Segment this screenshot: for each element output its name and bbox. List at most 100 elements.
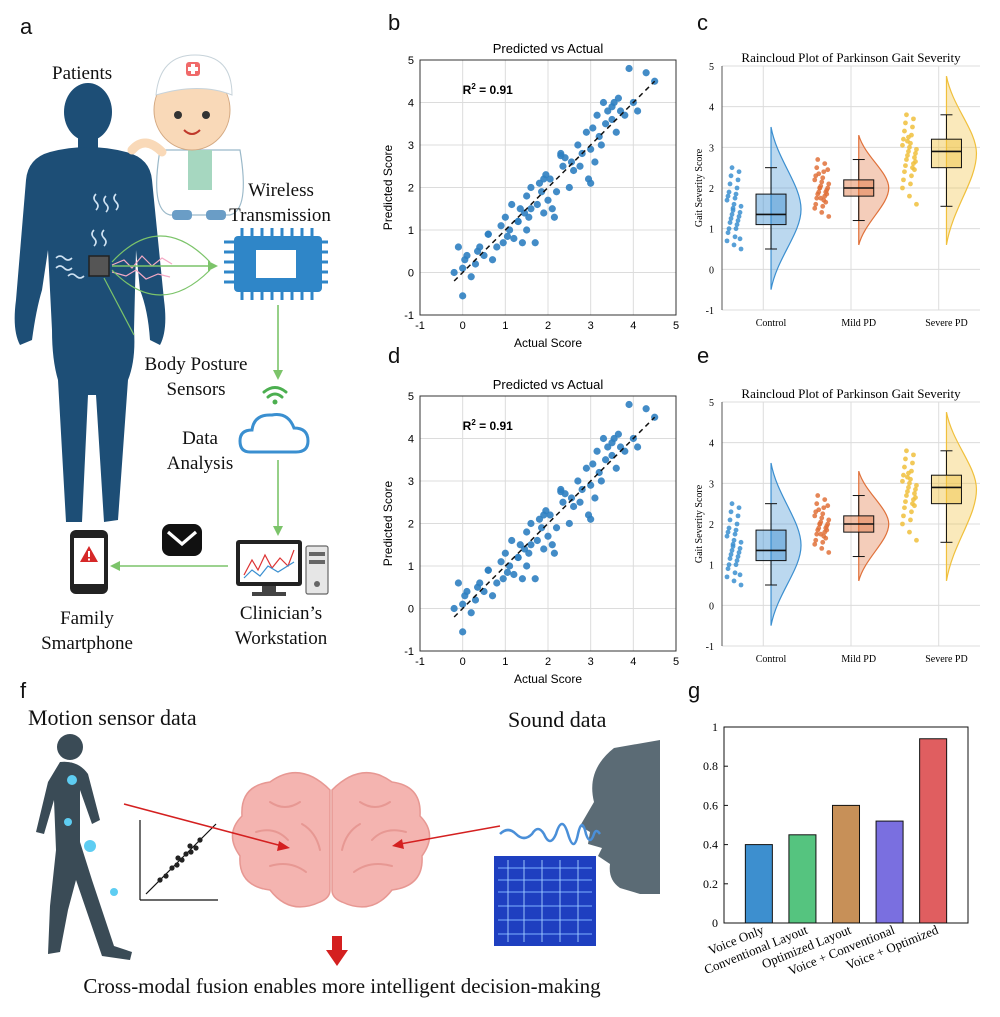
rain-point <box>727 220 733 225</box>
scatter-point <box>625 64 633 73</box>
scatter-point <box>525 213 533 221</box>
fit-line <box>453 80 656 282</box>
rain-point <box>817 185 823 191</box>
x-tick-label: Control <box>756 654 787 665</box>
rain-point <box>817 521 823 527</box>
scatter-point <box>476 243 484 251</box>
rain-point <box>822 161 828 166</box>
x-tick-label: 1 <box>502 656 508 668</box>
rain-point <box>812 541 818 547</box>
scatter-point <box>523 562 531 570</box>
scatter-point <box>493 243 501 251</box>
rain-point <box>913 495 918 500</box>
rain-point <box>823 199 829 205</box>
scatter-point <box>518 575 526 583</box>
scatter-point <box>570 166 578 175</box>
rain-point <box>733 191 739 197</box>
spectrogram-icon <box>494 856 596 946</box>
x-tick-label: 3 <box>588 320 594 332</box>
scatter-point <box>591 158 599 166</box>
rain-point <box>826 550 832 555</box>
scatter-point <box>523 192 531 200</box>
label-phone-line2: Smartphone <box>41 633 133 654</box>
rain-point <box>727 556 733 561</box>
rain-point <box>812 205 818 211</box>
scatter-point <box>540 175 548 183</box>
y-tick-label: 4 <box>408 434 414 446</box>
rain-point <box>736 550 742 555</box>
y-tick-label: -1 <box>404 646 414 658</box>
down-arrow-icon <box>326 936 348 966</box>
scatter-point <box>574 477 582 485</box>
x-tick-label: 5 <box>673 656 679 668</box>
label-wireless-line2: Transmission <box>229 205 331 226</box>
rain-point <box>907 480 912 486</box>
rain-point <box>731 201 737 207</box>
y-axis-label: Predicted Score <box>381 480 395 566</box>
rain-point <box>824 527 830 533</box>
rain-point <box>825 167 831 173</box>
rain-point <box>734 222 740 228</box>
bar <box>919 738 948 924</box>
scatter-point <box>459 628 467 636</box>
scatter-point <box>612 464 620 472</box>
scatter-point <box>614 430 622 438</box>
scatter-point <box>533 200 541 209</box>
x-axis-label: Actual Score <box>514 672 582 684</box>
scatter-point <box>544 532 552 540</box>
y-tick-label: 1 <box>709 561 714 572</box>
signal-waves-icon <box>55 193 119 279</box>
rain-point <box>819 546 825 551</box>
rain-point <box>910 460 915 466</box>
scatter-point <box>518 239 526 247</box>
x-tick-label: 0 <box>460 656 466 668</box>
scatter-point <box>503 568 512 576</box>
scatter-point <box>597 141 605 149</box>
rain-point <box>911 116 916 122</box>
bar <box>744 844 773 924</box>
patient-body-icon <box>14 83 166 522</box>
rain-point <box>912 167 917 173</box>
rain-point <box>824 191 830 197</box>
rain-point <box>908 517 913 523</box>
scatter-point <box>557 152 565 160</box>
rain-point <box>907 144 912 150</box>
rain-point <box>724 574 730 580</box>
scatter-point <box>540 511 548 519</box>
y-tick-label: 4 <box>408 98 414 110</box>
scatter-point <box>538 188 546 196</box>
rain-point <box>913 159 918 164</box>
y-tick-label: 0.4 <box>703 838 718 852</box>
chart-title: Raincloud Plot of Parkinson Gait Severit… <box>741 386 961 401</box>
rain-point <box>819 179 825 185</box>
rain-point <box>816 189 822 195</box>
scatter-point <box>593 447 601 455</box>
rain-point <box>900 142 905 148</box>
rain-point <box>912 503 917 509</box>
y-tick-label: 2 <box>709 520 714 531</box>
scatter-point <box>612 128 620 136</box>
scatter-point <box>602 456 610 464</box>
x-tick-label: 1 <box>502 320 508 332</box>
rain-point <box>914 537 919 543</box>
x-tick-label: 2 <box>545 656 551 668</box>
scatter-point <box>587 179 595 187</box>
scatter-point <box>454 579 462 587</box>
scatter-point <box>567 158 576 166</box>
scatter-point <box>533 536 541 545</box>
scatter-point <box>570 502 578 511</box>
y-tick-label: 5 <box>709 62 714 73</box>
rain-point <box>726 226 732 232</box>
rain-point <box>816 507 822 513</box>
x-tick-label: 4 <box>630 656 636 668</box>
box-iqr <box>755 193 787 226</box>
scatter-point <box>467 609 475 617</box>
plot-frame <box>419 395 677 652</box>
rain-point <box>733 562 739 568</box>
rain-point <box>907 529 912 535</box>
rain-point <box>910 124 915 130</box>
doctor-cartoon-icon <box>127 54 244 220</box>
scatter-point <box>591 494 599 502</box>
scatter-point <box>459 600 467 608</box>
